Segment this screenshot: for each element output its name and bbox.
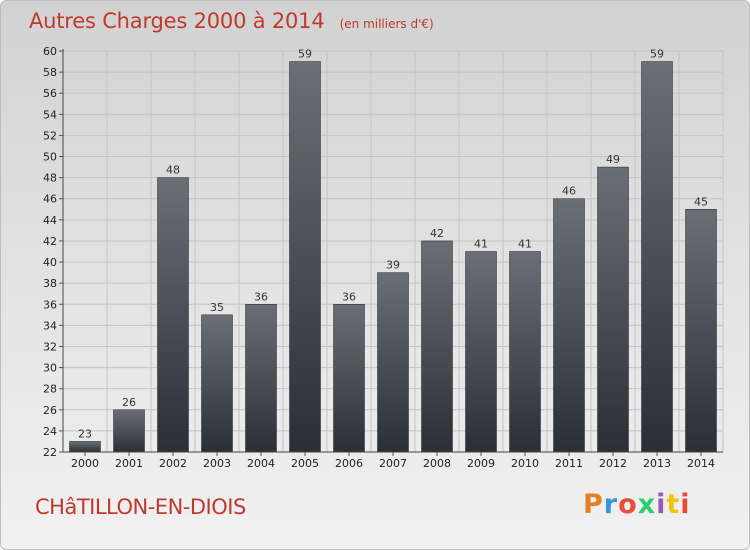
logo-letter: i <box>680 489 691 520</box>
logo-letter: t <box>666 489 681 520</box>
logo-letter: x <box>637 489 657 520</box>
y-tick-label: 24 <box>43 425 57 438</box>
y-tick-label: 40 <box>43 256 57 269</box>
y-tick-label: 52 <box>43 129 57 142</box>
x-tick-label-2003: 2003 <box>203 457 231 470</box>
y-tick-label: 26 <box>43 404 57 417</box>
chart-subtitle: (en milliers d'€) <box>339 17 434 31</box>
x-tick-label-2014: 2014 <box>687 457 715 470</box>
x-tick-label-2009: 2009 <box>467 457 495 470</box>
data-label-2000: 23 <box>78 427 92 440</box>
data-label-2007: 39 <box>386 259 400 272</box>
bar-2001 <box>113 409 145 453</box>
data-label-2005: 59 <box>298 48 312 61</box>
logo-letter: r <box>603 489 619 520</box>
bar-2006 <box>333 304 365 453</box>
x-tick-label-2001: 2001 <box>115 457 143 470</box>
logo-letter: i <box>656 489 667 520</box>
x-tick-label-2000: 2000 <box>71 457 99 470</box>
y-tick-label: 58 <box>43 66 57 79</box>
x-tick-label-2002: 2002 <box>159 457 187 470</box>
y-tick-label: 28 <box>43 383 57 396</box>
data-label-2008: 42 <box>430 227 444 240</box>
x-tick-label-2007: 2007 <box>379 457 407 470</box>
title-row: Autres Charges 2000 à 2014 (en milliers … <box>29 9 434 33</box>
bar-2000 <box>69 441 101 453</box>
data-label-2010: 41 <box>518 238 532 251</box>
x-tick-label-2013: 2013 <box>643 457 671 470</box>
logo-letter: P <box>583 489 604 520</box>
x-tick-label-2011: 2011 <box>555 457 583 470</box>
y-tick-label: 32 <box>43 340 57 353</box>
axes: 22 24 26 28 30 32 34 36 38 40 42 44 46 48 50 52 54 56 58 60… <box>43 45 723 470</box>
y-tick-label: 50 <box>43 151 57 164</box>
x-tick-label-2008: 2008 <box>423 457 451 470</box>
bar-2012 <box>597 166 629 453</box>
data-label-2011: 46 <box>562 185 576 198</box>
bar-2004 <box>245 304 277 453</box>
proxiti-logo: Proxiti <box>583 489 691 520</box>
bar-2005 <box>289 61 321 453</box>
data-label-2001: 26 <box>122 396 136 409</box>
data-label-2012: 49 <box>606 153 620 166</box>
y-tick-label: 54 <box>43 108 57 121</box>
x-tick-label-2004: 2004 <box>247 457 275 470</box>
data-label-2009: 41 <box>474 238 488 251</box>
y-tick-label: 36 <box>43 298 57 311</box>
bars <box>69 61 717 453</box>
bar-2009 <box>465 251 497 453</box>
bar-2013 <box>641 61 673 453</box>
y-tick-label: 34 <box>43 319 57 332</box>
bar-2014 <box>685 209 717 453</box>
y-tick-label: 46 <box>43 193 57 206</box>
bar-2011 <box>553 198 585 453</box>
bar-2002 <box>157 177 189 453</box>
data-label-2013: 59 <box>650 48 664 61</box>
data-label-2004: 36 <box>254 290 268 303</box>
x-tick-label-2006: 2006 <box>335 457 363 470</box>
y-tick-label: 60 <box>43 45 57 58</box>
bar-2003 <box>201 314 233 453</box>
y-tick-label: 44 <box>43 214 57 227</box>
data-label-2002: 48 <box>166 164 180 177</box>
bar-2010 <box>509 251 541 453</box>
data-label-2014: 45 <box>694 195 708 208</box>
bar-2008 <box>421 240 453 453</box>
logo-letter: o <box>618 489 638 520</box>
x-tick-label-2005: 2005 <box>291 457 319 470</box>
y-tick-label: 56 <box>43 87 57 100</box>
y-tick-label: 22 <box>43 446 57 459</box>
x-tick-label-2012: 2012 <box>599 457 627 470</box>
data-labels: 23 26 48 35 36 59 36 39 42 41 41 46 49 59 45 <box>78 48 708 441</box>
data-label-2006: 36 <box>342 290 356 303</box>
chart-title: Autres Charges 2000 à 2014 <box>29 9 325 33</box>
y-tick-label: 42 <box>43 235 57 248</box>
y-tick-label: 30 <box>43 362 57 375</box>
y-tick-label: 38 <box>43 277 57 290</box>
data-label-2003: 35 <box>210 301 224 314</box>
y-tick-label: 48 <box>43 172 57 185</box>
bar-2007 <box>377 272 409 453</box>
x-tick-label-2010: 2010 <box>511 457 539 470</box>
commune-name: CHâTILLON-EN-DIOIS <box>35 495 246 519</box>
